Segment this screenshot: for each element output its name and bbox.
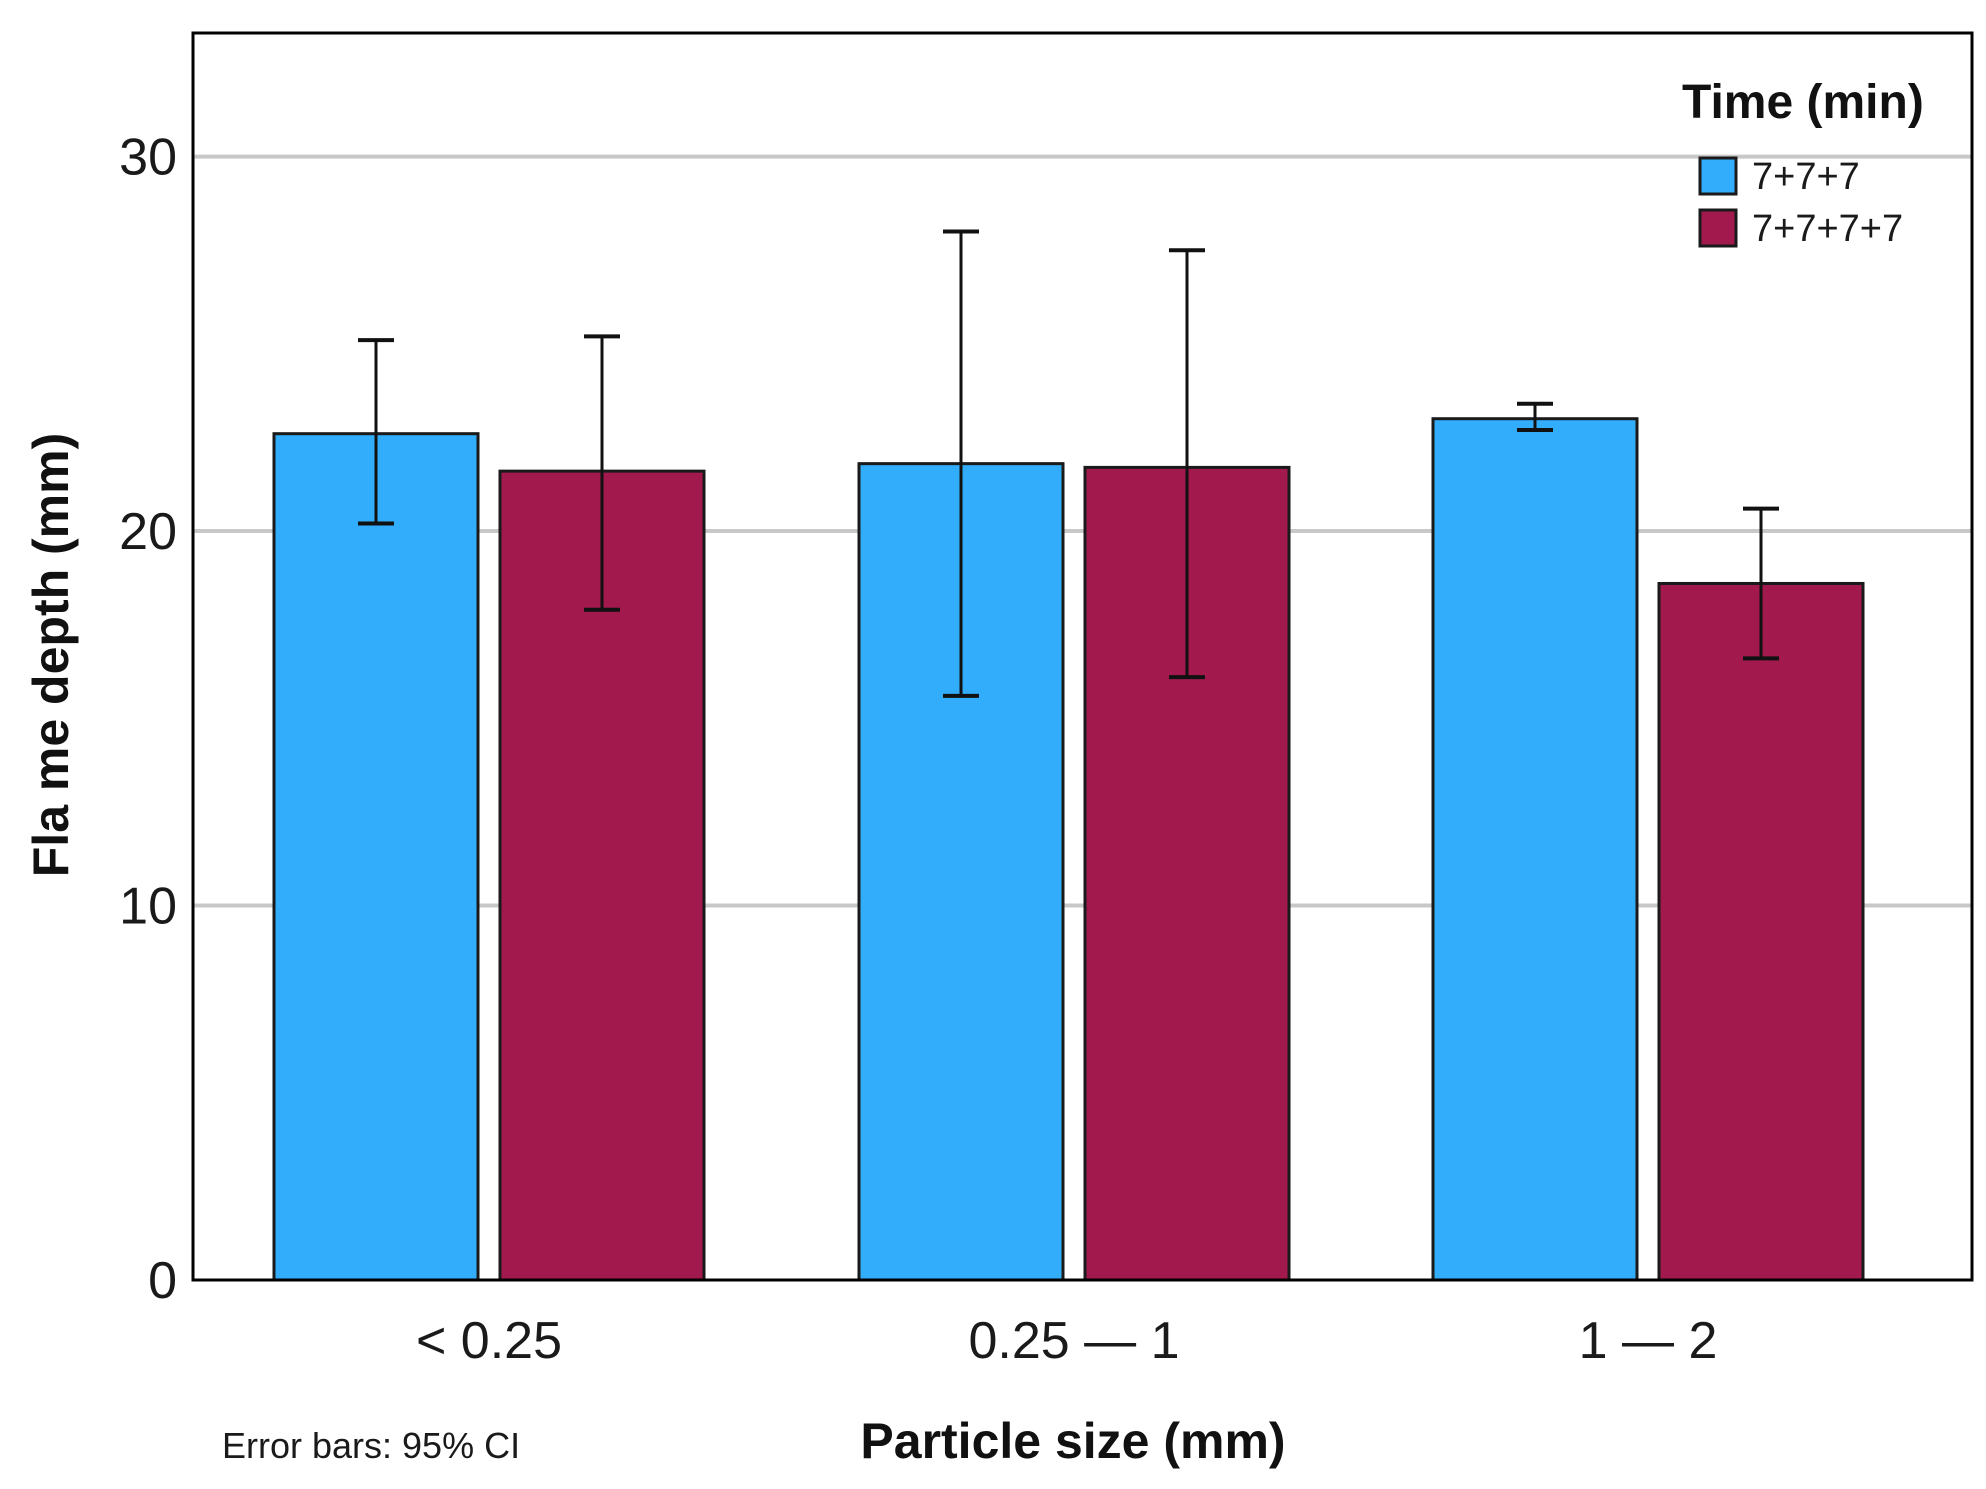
- legend-title: Time (min): [1682, 76, 1924, 129]
- x-axis-title: Particle size (mm): [860, 1413, 1285, 1469]
- x-tick-label: < 0.25: [416, 1312, 562, 1370]
- legend-swatch: [1698, 208, 1738, 248]
- error-bar-footnote: Error bars: 95% CI: [222, 1425, 520, 1466]
- bar: [1657, 581, 1865, 1282]
- bar: [272, 432, 480, 1282]
- bar: [1431, 417, 1639, 1282]
- y-axis-title: Fla me depth (mm): [23, 433, 79, 877]
- legend-label: 7+7+7: [1752, 156, 1860, 198]
- plot-frame: [191, 31, 1974, 1282]
- legend-label: 7+7+7+7: [1752, 208, 1903, 250]
- x-tick-label: 1 — 2: [1579, 1312, 1718, 1370]
- y-tick-label: 20: [119, 503, 177, 561]
- y-tick-label: 30: [119, 129, 177, 187]
- legend: Time (min) 7+7+7 7+7+7+7: [1682, 76, 1924, 250]
- error-bars: [358, 229, 1779, 698]
- y-tick-label: 10: [119, 878, 177, 936]
- x-tick-labels: < 0.25 0.25 — 1 1 — 2: [416, 1312, 1717, 1370]
- y-tick-label: 0: [148, 1252, 177, 1310]
- x-tick-label: 0.25 — 1: [968, 1312, 1179, 1370]
- legend-swatch: [1698, 156, 1738, 196]
- y-tick-labels: 0 10 20 30: [119, 129, 177, 1310]
